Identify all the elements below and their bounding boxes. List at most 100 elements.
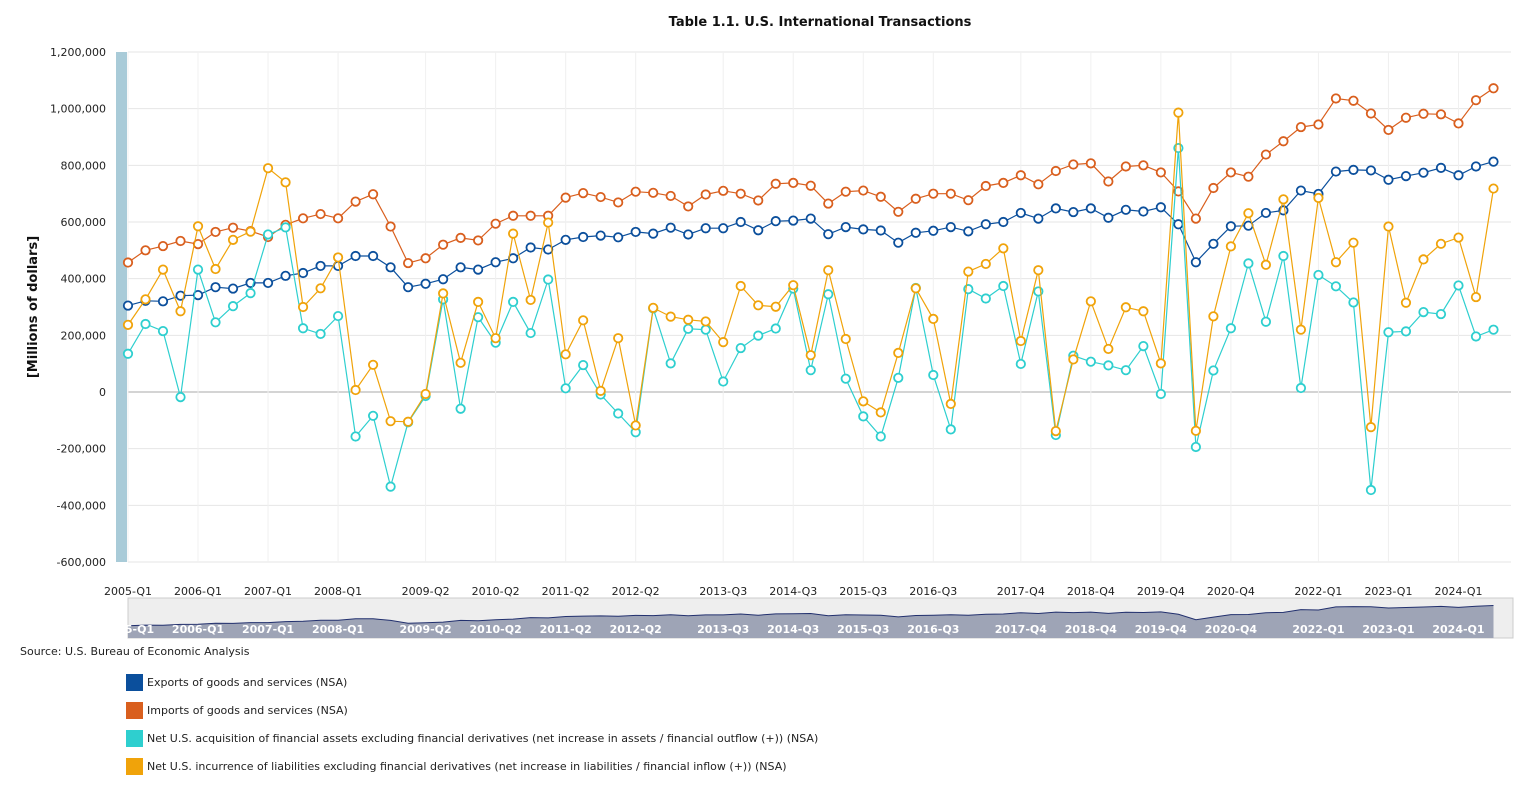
data-point-assets[interactable]	[805, 365, 816, 376]
data-point-liabilities[interactable]	[718, 337, 729, 348]
data-point-imports[interactable]	[770, 178, 781, 189]
data-point-assets[interactable]	[1225, 323, 1236, 334]
data-point-liabilities[interactable]	[630, 420, 641, 431]
data-point-liabilities[interactable]	[1278, 194, 1289, 205]
data-point-exports[interactable]	[630, 226, 641, 238]
data-point-imports[interactable]	[455, 232, 466, 243]
data-point-liabilities[interactable]	[350, 384, 361, 396]
data-point-assets[interactable]	[1400, 326, 1412, 337]
data-point-imports[interactable]	[227, 222, 239, 233]
data-point-liabilities[interactable]	[262, 163, 274, 174]
data-point-exports[interactable]	[665, 222, 676, 233]
data-point-liabilities[interactable]	[210, 263, 221, 275]
data-point-assets[interactable]	[508, 296, 519, 307]
data-point-imports[interactable]	[998, 177, 1009, 188]
data-point-assets[interactable]	[928, 369, 939, 381]
data-point-exports[interactable]	[788, 215, 799, 226]
data-point-liabilities[interactable]	[245, 226, 256, 237]
data-point-liabilities[interactable]	[1155, 358, 1166, 369]
data-point-assets[interactable]	[1243, 258, 1254, 269]
data-point-imports[interactable]	[1225, 167, 1236, 178]
data-point-assets[interactable]	[1383, 327, 1394, 338]
data-point-exports[interactable]	[1085, 203, 1096, 214]
data-point-assets[interactable]	[385, 481, 396, 492]
data-point-imports[interactable]	[1085, 158, 1096, 169]
data-point-exports[interactable]	[1103, 212, 1114, 223]
data-point-assets[interactable]	[1208, 365, 1219, 376]
data-point-exports[interactable]	[473, 264, 484, 275]
data-point-exports[interactable]	[1225, 221, 1236, 232]
data-point-imports[interactable]	[1470, 95, 1482, 106]
data-point-liabilities[interactable]	[910, 283, 921, 294]
data-point-imports[interactable]	[122, 257, 134, 268]
data-point-imports[interactable]	[1400, 112, 1412, 123]
data-point-assets[interactable]	[1015, 358, 1026, 370]
data-point-liabilities[interactable]	[1488, 183, 1499, 194]
data-point-assets[interactable]	[613, 408, 624, 419]
data-point-liabilities[interactable]	[788, 280, 799, 291]
data-point-liabilities[interactable]	[560, 349, 571, 360]
data-point-imports[interactable]	[1383, 124, 1394, 136]
data-point-liabilities[interactable]	[280, 177, 291, 188]
data-point-assets[interactable]	[893, 372, 904, 383]
data-point-exports[interactable]	[1295, 185, 1307, 196]
data-point-liabilities[interactable]	[1033, 265, 1044, 276]
data-point-liabilities[interactable]	[1015, 335, 1026, 347]
data-point-liabilities[interactable]	[770, 301, 781, 312]
data-point-liabilities[interactable]	[1418, 254, 1429, 265]
data-point-assets[interactable]	[1453, 280, 1464, 291]
data-point-exports[interactable]	[122, 300, 134, 311]
data-point-imports[interactable]	[788, 177, 799, 188]
data-point-exports[interactable]	[280, 270, 291, 281]
data-point-imports[interactable]	[1435, 109, 1447, 120]
data-point-liabilities[interactable]	[1068, 354, 1079, 365]
data-point-liabilities[interactable]	[175, 306, 186, 317]
data-point-liabilities[interactable]	[525, 294, 536, 306]
legend-item-liabilities[interactable]: Net U.S. incurrence of liabilities exclu…	[126, 752, 818, 780]
data-point-imports[interactable]	[1418, 108, 1429, 119]
data-point-imports[interactable]	[560, 192, 571, 203]
data-point-exports[interactable]	[735, 216, 746, 228]
data-point-exports[interactable]	[1120, 204, 1131, 215]
data-point-exports[interactable]	[508, 253, 519, 264]
data-point-imports[interactable]	[1068, 159, 1079, 170]
data-point-exports[interactable]	[1190, 257, 1201, 268]
data-point-liabilities[interactable]	[858, 396, 869, 407]
data-point-imports[interactable]	[700, 189, 711, 200]
data-point-assets[interactable]	[1085, 356, 1096, 367]
data-point-imports[interactable]	[1190, 213, 1201, 224]
data-point-exports[interactable]	[1365, 165, 1377, 176]
data-point-liabilities[interactable]	[840, 333, 851, 345]
data-point-assets[interactable]	[1103, 360, 1114, 371]
data-point-liabilities[interactable]	[980, 258, 991, 270]
data-point-exports[interactable]	[928, 225, 939, 236]
data-point-exports[interactable]	[1033, 213, 1044, 224]
data-point-liabilities[interactable]	[1173, 107, 1184, 118]
data-point-exports[interactable]	[683, 229, 694, 240]
data-point-imports[interactable]	[508, 210, 519, 221]
data-point-imports[interactable]	[420, 253, 431, 264]
data-point-exports[interactable]	[1383, 174, 1394, 185]
data-point-imports[interactable]	[175, 235, 186, 247]
data-point-liabilities[interactable]	[192, 221, 204, 232]
data-point-assets[interactable]	[175, 391, 186, 403]
data-point-imports[interactable]	[648, 187, 659, 198]
data-point-liabilities[interactable]	[805, 350, 816, 361]
data-point-liabilities[interactable]	[595, 385, 606, 396]
data-point-imports[interactable]	[490, 218, 501, 229]
data-point-assets[interactable]	[1260, 316, 1272, 327]
data-point-exports[interactable]	[875, 225, 886, 236]
data-point-assets[interactable]	[823, 289, 834, 300]
data-point-assets[interactable]	[753, 330, 764, 341]
data-point-liabilities[interactable]	[1435, 238, 1447, 249]
data-point-liabilities[interactable]	[1400, 297, 1412, 308]
data-point-imports[interactable]	[1348, 95, 1359, 106]
data-point-liabilities[interactable]	[297, 301, 309, 313]
data-point-exports[interactable]	[350, 250, 361, 262]
data-point-assets[interactable]	[367, 410, 379, 421]
data-point-exports[interactable]	[560, 234, 571, 245]
data-point-exports[interactable]	[1015, 207, 1026, 219]
data-point-exports[interactable]	[1155, 202, 1166, 213]
data-point-assets[interactable]	[1488, 324, 1499, 335]
data-point-imports[interactable]	[1050, 165, 1061, 177]
